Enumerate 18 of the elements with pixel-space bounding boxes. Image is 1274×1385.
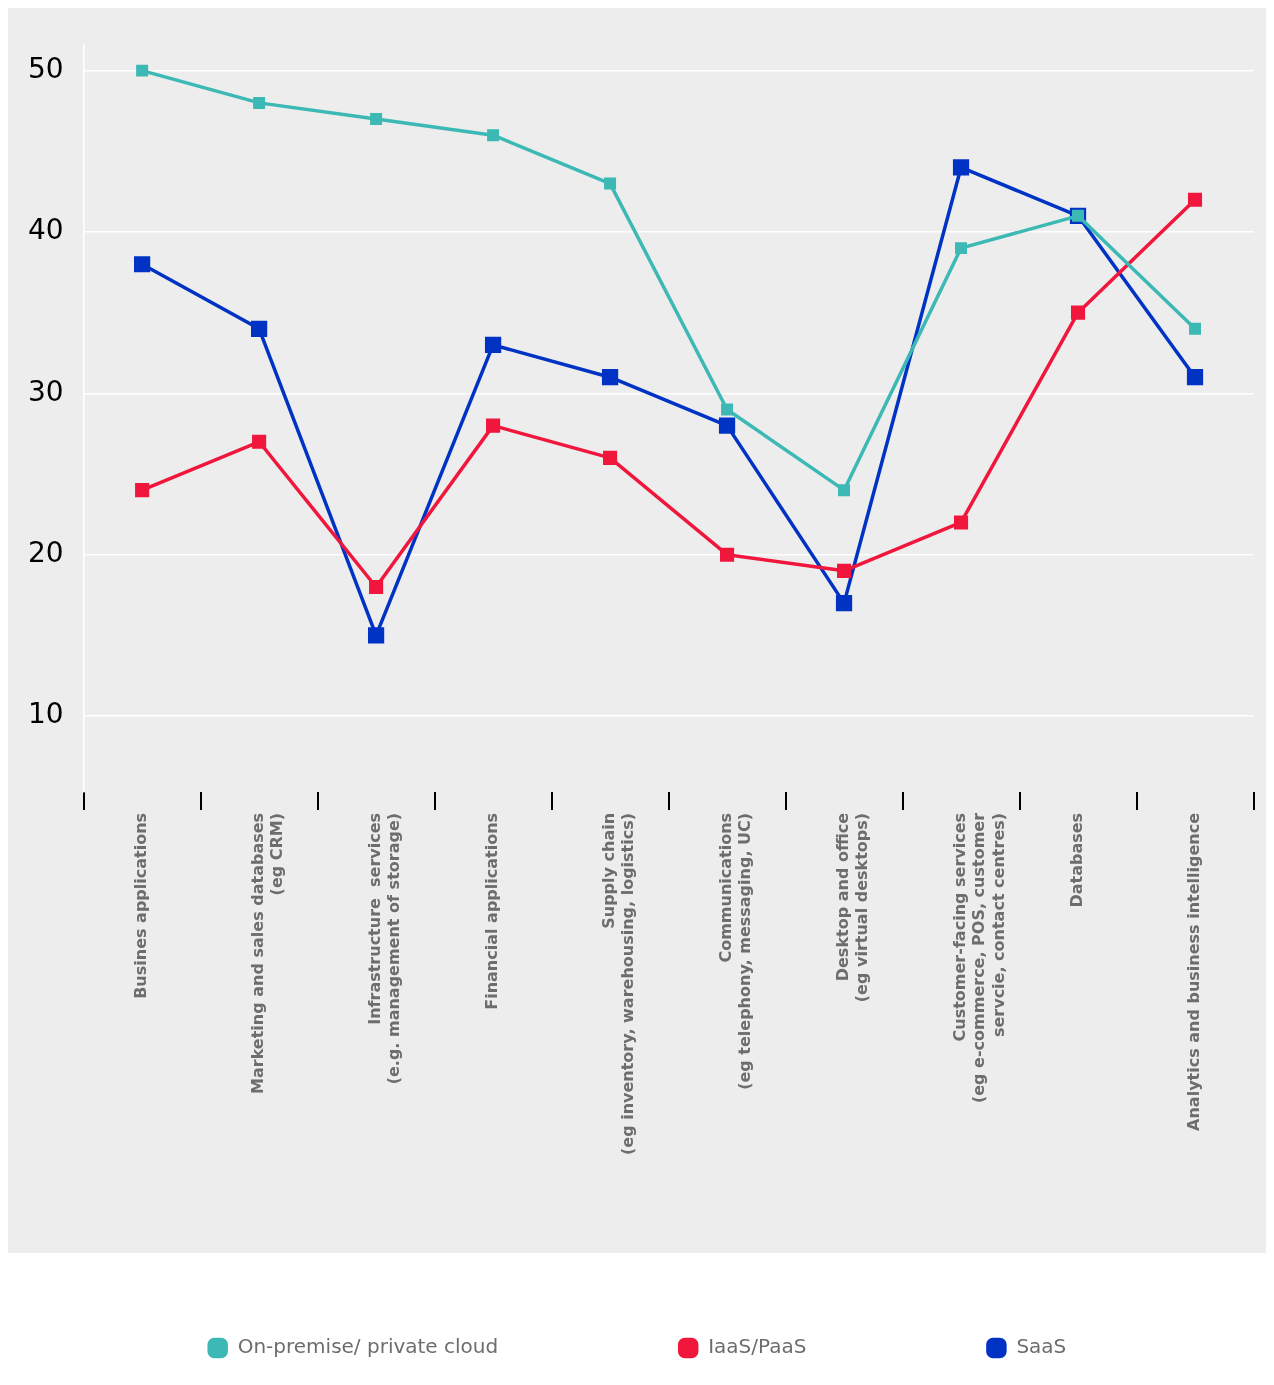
legend-label: SaaS	[1016, 1334, 1067, 1359]
x-tick-label: Communications (eg telephony, messaging, UC)	[716, 812, 755, 1090]
legend-label: IaaS/PaaS	[708, 1334, 807, 1359]
x-tick-label: Desktop and office (eg virtual desktops)	[833, 812, 872, 1003]
y-tick-label: 20	[27, 535, 64, 569]
x-tick-label: Customer-facing services (eg e-commerce, POS, customer servcie, contact centres)	[950, 812, 1008, 1104]
x-tick-label: Financial applications	[482, 812, 502, 1010]
y-tick-label: 50	[27, 51, 64, 85]
y-tick-label: 10	[27, 697, 64, 731]
x-tick-label: Databases	[1067, 812, 1087, 908]
x-tick-label: Busines applications	[131, 812, 151, 999]
legend-label: On-premise/ private cloud	[237, 1334, 499, 1359]
y-tick-label: 30	[27, 374, 64, 408]
y-tick-label: 40	[27, 213, 64, 247]
x-tick-label: Analytics and business intelligence	[1184, 812, 1204, 1131]
x-tick-label: Marketing and sales databases (eg CRM)	[248, 812, 287, 1094]
x-tick-label: Supply chain (eg inventory, warehousing, logistics)	[599, 812, 638, 1156]
x-tick-label: Infrastructure services (e.g. management of storage)	[365, 812, 404, 1085]
